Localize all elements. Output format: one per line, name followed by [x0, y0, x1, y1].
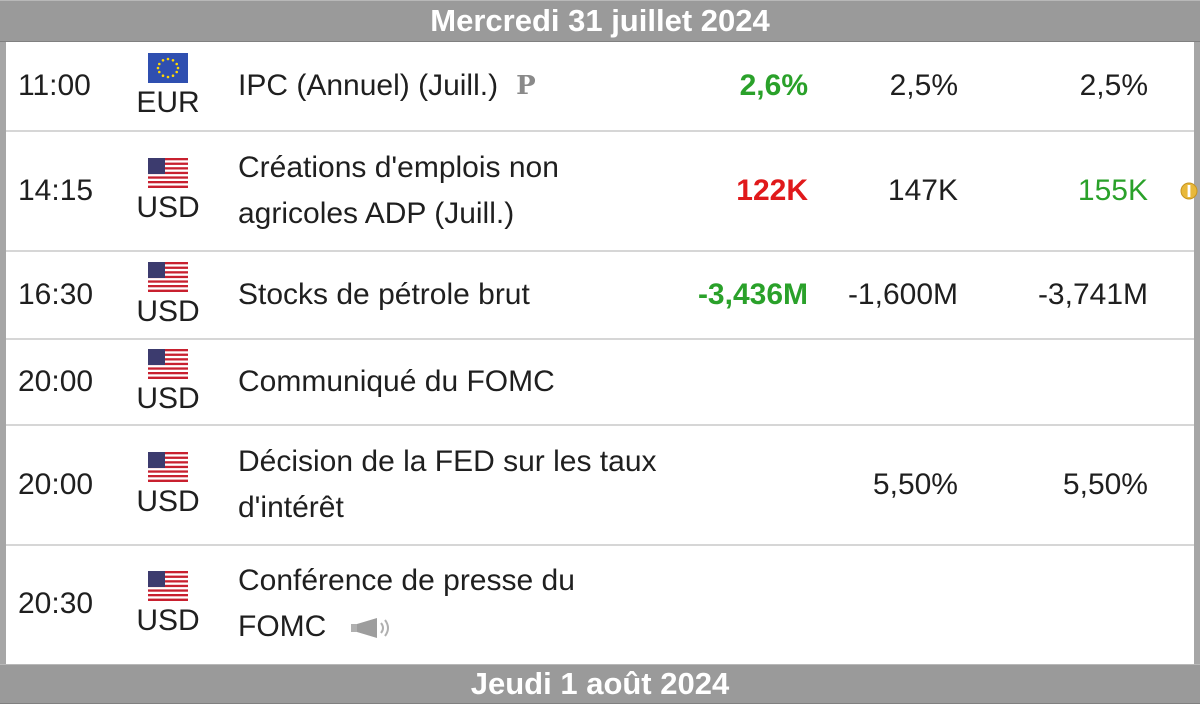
currency-code: USD	[136, 485, 200, 518]
event-time: 14:15	[18, 174, 94, 207]
forecast-value: 5,50%	[872, 468, 958, 501]
day-header-wednesday: Mercredi 31 juillet 2024	[0, 0, 1200, 42]
event-title-text[interactable]: Conférence de presse du FOMC	[238, 564, 575, 643]
event-title[interactable]: Communiqué du FOMC	[238, 365, 555, 398]
event-currency: USD	[126, 426, 210, 544]
currency-code: USD	[136, 295, 200, 328]
left-border	[0, 0, 6, 704]
event-title[interactable]: IPC (Annuel) (Juill.)	[238, 69, 499, 102]
event-time: 20:00	[18, 468, 94, 501]
forecast-value: 147K	[887, 174, 958, 207]
currency-code: USD	[136, 604, 200, 637]
event-name[interactable]: IPC (Annuel) (Juill.) P	[238, 42, 658, 130]
event-currency: USD	[126, 340, 210, 424]
event-time: 20:30	[18, 587, 94, 620]
actual-value	[646, 340, 808, 424]
event-currency: USD	[126, 132, 210, 250]
event-name[interactable]: Stocks de pétrole brut	[238, 252, 658, 338]
preliminary-icon: P	[516, 71, 536, 101]
event-row[interactable]: 14:15 USD Créations d'emplois non agrico…	[6, 132, 1198, 252]
event-title[interactable]: Créations d'emplois non agricoles ADP (J…	[238, 151, 559, 230]
currency-code: EUR	[136, 86, 200, 119]
previous-value: -3,741M	[1037, 278, 1148, 311]
previous-value	[966, 340, 1148, 424]
eu-flag-icon	[148, 53, 188, 83]
event-currency: USD	[126, 546, 210, 662]
event-time: 20:00	[18, 365, 94, 398]
event-name[interactable]: Décision de la FED sur les taux d'intérê…	[238, 426, 658, 544]
event-name[interactable]: Créations d'emplois non agricoles ADP (J…	[238, 132, 658, 250]
day-header-thursday: Jeudi 1 août 2024	[0, 664, 1200, 704]
event-row[interactable]: 20:30 USD Conférence de presse du FOMC	[6, 546, 1194, 662]
event-name[interactable]: Communiqué du FOMC	[238, 340, 658, 424]
event-name[interactable]: Conférence de presse du FOMC	[238, 546, 658, 662]
forecast-value: -1,600M	[847, 278, 958, 311]
revised-indicator-icon[interactable]	[1180, 182, 1198, 200]
us-flag-icon	[148, 452, 188, 482]
day-header-label: Jeudi 1 août 2024	[470, 666, 730, 701]
actual-value	[646, 426, 808, 544]
previous-value: 155K	[1077, 174, 1148, 207]
actual-value: 122K	[736, 174, 808, 207]
event-title[interactable]: Conférence de presse du FOMC	[238, 558, 658, 650]
right-border	[1194, 0, 1200, 704]
event-time: 16:30	[18, 278, 94, 311]
forecast-value	[816, 546, 958, 662]
event-row[interactable]: 16:30 USD Stocks de pétrole brut -3,436M…	[6, 252, 1194, 340]
event-title[interactable]: Stocks de pétrole brut	[238, 278, 530, 311]
event-row[interactable]: 11:00 EUR IPC (Annuel) (Juill.) P 2,6% 2…	[6, 42, 1194, 132]
event-currency: USD	[126, 252, 210, 338]
event-row[interactable]: 20:00 USD Communiqué du FOMC	[6, 340, 1194, 426]
us-flag-icon	[148, 349, 188, 379]
actual-value: 2,6%	[739, 69, 808, 102]
currency-code: USD	[136, 191, 200, 224]
actual-value: -3,436M	[697, 278, 808, 311]
event-row[interactable]: 20:00 USD Décision de la FED sur les tau…	[6, 426, 1194, 546]
speech-icon	[350, 618, 389, 639]
previous-value: 2,5%	[1079, 69, 1148, 102]
forecast-value: 2,5%	[889, 69, 958, 102]
day-header-label: Mercredi 31 juillet 2024	[430, 3, 770, 38]
us-flag-icon	[148, 158, 188, 188]
currency-code: USD	[136, 382, 200, 415]
us-flag-icon	[148, 571, 188, 601]
event-time: 11:00	[18, 69, 91, 102]
event-title[interactable]: Décision de la FED sur les taux d'intérê…	[238, 445, 657, 524]
us-flag-icon	[148, 262, 188, 292]
previous-value	[966, 546, 1148, 662]
forecast-value	[816, 340, 958, 424]
previous-value: 5,50%	[1062, 468, 1148, 501]
event-currency: EUR	[126, 42, 210, 130]
actual-value	[646, 546, 808, 662]
